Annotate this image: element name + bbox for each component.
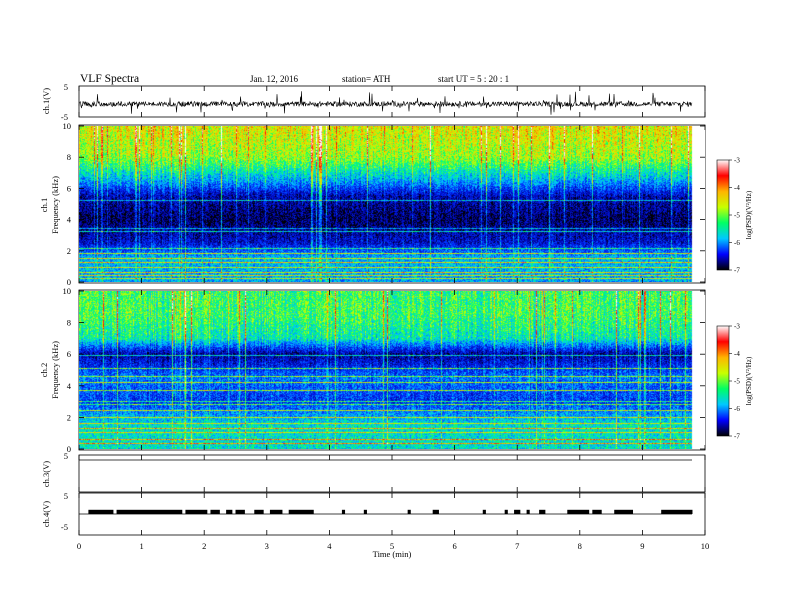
ch4-pulse-burst <box>661 509 693 514</box>
ch1-spectrogram-ylabel-line1: ch.1 <box>39 198 49 212</box>
ch3-waveform-ylabel: ch.3(V) <box>41 461 51 487</box>
ch1-spectrogram-panel: 0 2 4 6 8 10 ch.1 Frequency (kHz) -3 -4 -5 -6 -7 l… <box>39 121 753 287</box>
ch4-pulse-burst <box>567 509 590 514</box>
colorbar-scale <box>716 325 730 437</box>
ch3-ytick-top: 5 <box>64 451 68 461</box>
ch4-pulse-burst <box>254 509 264 514</box>
colorbar-tick-label: -3 <box>734 157 740 165</box>
frequency-tick-label: 4 <box>67 215 72 225</box>
station-label: station= ATH <box>342 74 391 84</box>
frequency-tick-label: 8 <box>67 152 71 162</box>
colorbar-tick-label: -5 <box>734 378 740 386</box>
ch1-waveform-trace <box>78 91 693 115</box>
ch4-pulse-burst <box>185 509 208 514</box>
colorbar-tick-label: -4 <box>734 184 740 192</box>
frequency-tick-label: 10 <box>63 121 72 131</box>
ch4-pulse-burst <box>116 509 183 514</box>
ch4-pulse-burst <box>341 509 346 514</box>
time-tick-label: 6 <box>452 541 456 551</box>
ch4-pulse-burst <box>235 509 245 514</box>
colorbar-tick-label: -3 <box>734 323 740 331</box>
ch4-pulse-burst <box>269 509 283 514</box>
time-tick-label: 3 <box>265 541 269 551</box>
ch1-waveform-ylabel: ch.1(V) <box>41 88 51 114</box>
ch3-waveform-panel: 5 ch.3(V) <box>41 451 706 493</box>
time-tick-label: 10 <box>701 541 710 551</box>
ch1-colorbar: -3 -4 -5 -6 -7 log(PSD)(V²/Hz) <box>716 157 753 275</box>
ch2-spectrogram-panel: 0 2 4 6 8 10 ch.2 Frequency (kHz) -3 -4 -5 -6 -7 l… <box>39 286 753 454</box>
colorbar-tick-label: -6 <box>734 239 740 247</box>
ch4-ytick-bottom: -5 <box>61 522 68 532</box>
ch2-spectrogram-ylabel-line1: ch.2 <box>39 363 49 377</box>
colorbar-tick-label: -4 <box>734 350 740 358</box>
ch4-pulse-burst <box>526 509 530 514</box>
ch2-spectrogram-image <box>79 291 705 449</box>
frequency-tick-label: 6 <box>67 183 71 193</box>
frequency-tick-label: 10 <box>63 286 72 296</box>
time-tick-label: 1 <box>139 541 143 551</box>
ch4-pulse-burst <box>614 509 634 514</box>
frequency-tick-label: 2 <box>67 412 71 422</box>
colorbar-tick-label: -6 <box>734 405 740 413</box>
ch4-waveform-ylabel: ch.4(V) <box>41 501 51 527</box>
time-tick-label: 2 <box>202 541 206 551</box>
ch4-pulse-burst <box>539 509 546 514</box>
ch1-frequency-ticks: 0 2 4 6 8 10 <box>63 121 705 287</box>
ch4-pulse-burst <box>88 509 114 514</box>
ch1-spectrogram-ylabel-line2: Frequency (kHz) <box>50 176 60 234</box>
colorbar-tick-label: -7 <box>734 433 740 441</box>
start-time-label: start UT = 5 : 20 : 1 <box>438 74 509 84</box>
ch4-pulse-burst <box>504 509 508 514</box>
date-label: Jan. 12, 2016 <box>250 74 298 84</box>
ch4-pulse-burst <box>407 509 411 514</box>
ch1-spectrogram-image <box>79 126 705 282</box>
frequency-tick-label: 2 <box>67 246 71 256</box>
ch4-pulse-train <box>88 509 693 514</box>
colorbar-tick-label: -7 <box>734 267 740 275</box>
ch4-pulse-burst <box>288 509 314 514</box>
ch1-spectrogram-canvas-holder <box>79 126 705 282</box>
colorbar-label: log(PSD)(V²/Hz) <box>745 190 753 239</box>
ch4-pulse-burst <box>514 509 521 514</box>
ch1-ytick-top: 5 <box>64 82 68 92</box>
ch1-ytick-bottom: -5 <box>61 112 68 122</box>
ch4-pulse-burst <box>363 509 367 514</box>
colorbar-scale <box>716 159 730 271</box>
ch1-waveform-panel: 5 -5 ch.1(V) <box>41 82 706 122</box>
ch4-waveform-panel: 5 -5 ch.4(V) <box>41 491 706 536</box>
ch2-colorbar: -3 -4 -5 -6 -7 log(PSD)(V²/Hz) <box>716 323 753 441</box>
time-tick-label: 7 <box>515 541 519 551</box>
frequency-tick-label: 0 <box>67 277 71 287</box>
frequency-tick-label: 0 <box>67 444 71 454</box>
time-tick-label: 8 <box>578 541 582 551</box>
ch4-pulse-burst <box>432 509 439 514</box>
time-tick-label: 4 <box>327 541 332 551</box>
time-tick-label: 5 <box>390 541 394 551</box>
ch4-pulse-burst <box>226 509 233 514</box>
ch2-spectrogram-canvas-holder <box>79 291 705 449</box>
ch2-frequency-ticks: 0 2 4 6 8 10 <box>63 286 705 454</box>
ch4-pulse-burst <box>210 509 220 514</box>
ch2-spectrogram-ylabel-line2: Frequency (kHz) <box>50 341 60 399</box>
time-tick-label: 0 <box>77 541 81 551</box>
frequency-tick-label: 6 <box>67 349 71 359</box>
colorbar-label: log(PSD)(V²/Hz) <box>745 356 753 405</box>
x-axis-label: Time (min) <box>373 549 412 559</box>
frequency-tick-label: 4 <box>67 381 72 391</box>
ch4-ytick-top: 5 <box>64 491 68 501</box>
time-axis-ticks: 0 1 2 3 4 5 6 7 8 9 10 <box>77 86 709 551</box>
frequency-tick-label: 8 <box>67 318 71 328</box>
ch4-pulse-burst <box>482 509 486 514</box>
colorbar-tick-label: -5 <box>734 212 740 220</box>
figure-title: VLF Spectra <box>80 73 139 85</box>
time-tick-label: 9 <box>640 541 644 551</box>
ch3-waveform-frame <box>78 454 706 493</box>
ch4-pulse-burst <box>592 509 602 514</box>
